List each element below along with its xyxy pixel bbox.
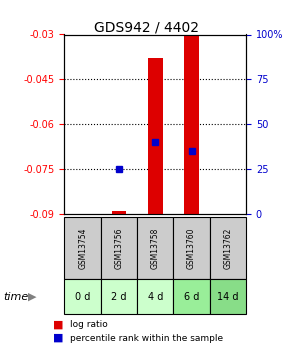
Text: 0 d: 0 d	[75, 292, 90, 302]
Text: GSM13758: GSM13758	[151, 228, 160, 269]
Text: GSM13762: GSM13762	[224, 228, 232, 269]
Text: GDS942 / 4402: GDS942 / 4402	[94, 21, 199, 35]
Text: GSM13756: GSM13756	[115, 228, 123, 269]
Bar	[148, 58, 163, 214]
Text: GSM13754: GSM13754	[78, 228, 87, 269]
Bar	[184, 34, 199, 214]
Text: GSM13760: GSM13760	[187, 228, 196, 269]
Text: log ratio: log ratio	[70, 320, 108, 329]
Text: 14 d: 14 d	[217, 292, 239, 302]
Text: percentile rank within the sample: percentile rank within the sample	[70, 334, 224, 343]
Text: time: time	[3, 292, 28, 302]
Text: ▶: ▶	[28, 292, 36, 302]
Text: 4 d: 4 d	[148, 292, 163, 302]
Text: 6 d: 6 d	[184, 292, 199, 302]
Text: ■: ■	[53, 319, 63, 329]
Text: 2 d: 2 d	[111, 292, 127, 302]
Text: ■: ■	[53, 333, 63, 343]
Bar	[112, 211, 126, 214]
